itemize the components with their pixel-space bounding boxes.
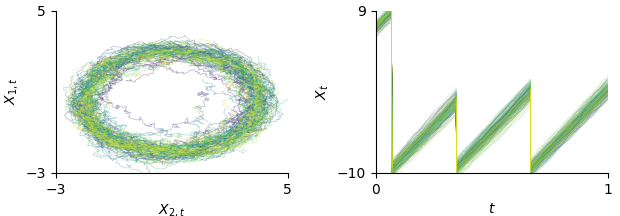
- X-axis label: $t$: $t$: [488, 202, 495, 216]
- X-axis label: $X_{2,t}$: $X_{2,t}$: [158, 202, 185, 216]
- Y-axis label: $X_t$: $X_t$: [315, 84, 331, 100]
- Y-axis label: $X_{1,t}$: $X_{1,t}$: [3, 78, 20, 105]
